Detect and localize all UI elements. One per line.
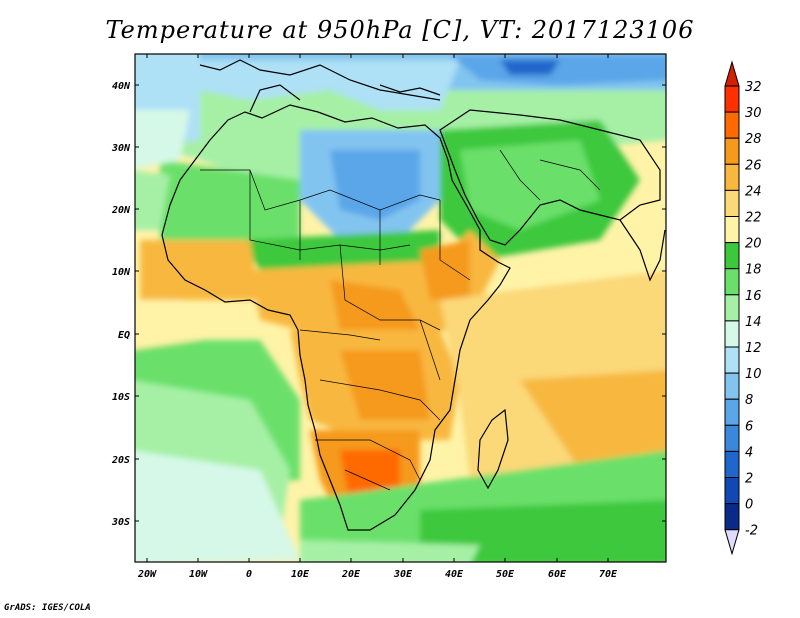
colorbar-segment <box>724 346 740 374</box>
lon-tick-label: 20E <box>341 569 361 580</box>
colorbar-segment <box>724 294 740 322</box>
colorbar-segment <box>724 216 740 244</box>
colorbar-label: 16 <box>745 289 762 304</box>
colorbar-segment <box>724 163 740 191</box>
lat-tick-label: 10S <box>112 392 130 403</box>
colorbar-segment <box>724 372 740 400</box>
colorbar-label: 26 <box>745 158 762 173</box>
colorbar-segment <box>724 320 740 348</box>
colorbar-segment <box>724 450 740 478</box>
longitude-axis: 20W 10W 0 10E 20E 30E 40E 50E 60E 70E <box>137 54 618 580</box>
colorbar-segment <box>724 85 740 113</box>
lat-tick-label: EQ <box>118 330 130 341</box>
coastlines <box>161 59 666 531</box>
colorbar-segment <box>724 268 740 296</box>
colorbar-label: -2 <box>745 524 758 539</box>
colorbar-label: 24 <box>745 184 762 199</box>
colorbar-segment <box>724 477 740 505</box>
colorbar-label: 2 <box>745 472 753 487</box>
lon-tick-label: 50E <box>496 569 515 580</box>
colorbar-segment <box>724 111 740 139</box>
map-frame <box>134 53 667 563</box>
colorbar-label: 30 <box>745 106 762 121</box>
lon-tick-label: 20W <box>137 569 157 580</box>
colorbar-label: 32 <box>745 80 762 95</box>
colorbar-bottom-arrow <box>724 529 740 556</box>
colorbar-label: 0 <box>745 498 753 513</box>
lat-tick-label: 40N <box>112 81 131 92</box>
lat-tick-label: 20N <box>111 205 131 216</box>
colorbar-segment <box>724 189 740 217</box>
lon-tick-label: 30E <box>393 569 413 580</box>
colorbar-segment <box>724 137 740 165</box>
temperature-field <box>135 54 666 562</box>
lat-tick-label: 10N <box>112 267 131 278</box>
colorbar-label: 4 <box>745 445 753 460</box>
colorbar-label: 8 <box>745 393 753 408</box>
lon-tick-label: 0 <box>246 569 252 580</box>
country-borders <box>200 149 601 491</box>
colorbar-label: 18 <box>745 263 762 278</box>
footer-credit: GrADS: IGES/COLA <box>4 603 91 613</box>
lat-tick-label: 20S <box>111 455 130 466</box>
colorbar-label: 22 <box>745 211 762 226</box>
colorbar-segment <box>724 398 740 426</box>
colorbar-segment <box>724 503 740 531</box>
latitude-axis: 40N 30N 20N 10N EQ 10S 20S 30S <box>111 81 666 528</box>
colorbar-label: 20 <box>745 237 762 252</box>
lat-tick-label: 30N <box>111 143 131 154</box>
lon-tick-label: 40E <box>445 569 464 580</box>
lat-tick-label: 30S <box>111 517 130 528</box>
lon-tick-label: 10W <box>189 569 208 580</box>
chart-title: Temperature at 950hPa [C], VT: 201712310… <box>105 16 695 44</box>
colorbar-label: 14 <box>745 315 762 330</box>
colorbar-label: 28 <box>745 132 762 147</box>
colorbar-label: 12 <box>745 341 762 356</box>
colorbar-label: 10 <box>745 367 762 382</box>
colorbar-label: 6 <box>745 419 753 434</box>
lon-tick-label: 70E <box>599 569 618 580</box>
lon-tick-label: 10E <box>291 569 310 580</box>
colorbar-segment <box>724 242 740 270</box>
colorbar-segment <box>724 424 740 452</box>
colorbar-top-arrow <box>724 60 740 87</box>
lon-tick-label: 60E <box>548 569 567 580</box>
